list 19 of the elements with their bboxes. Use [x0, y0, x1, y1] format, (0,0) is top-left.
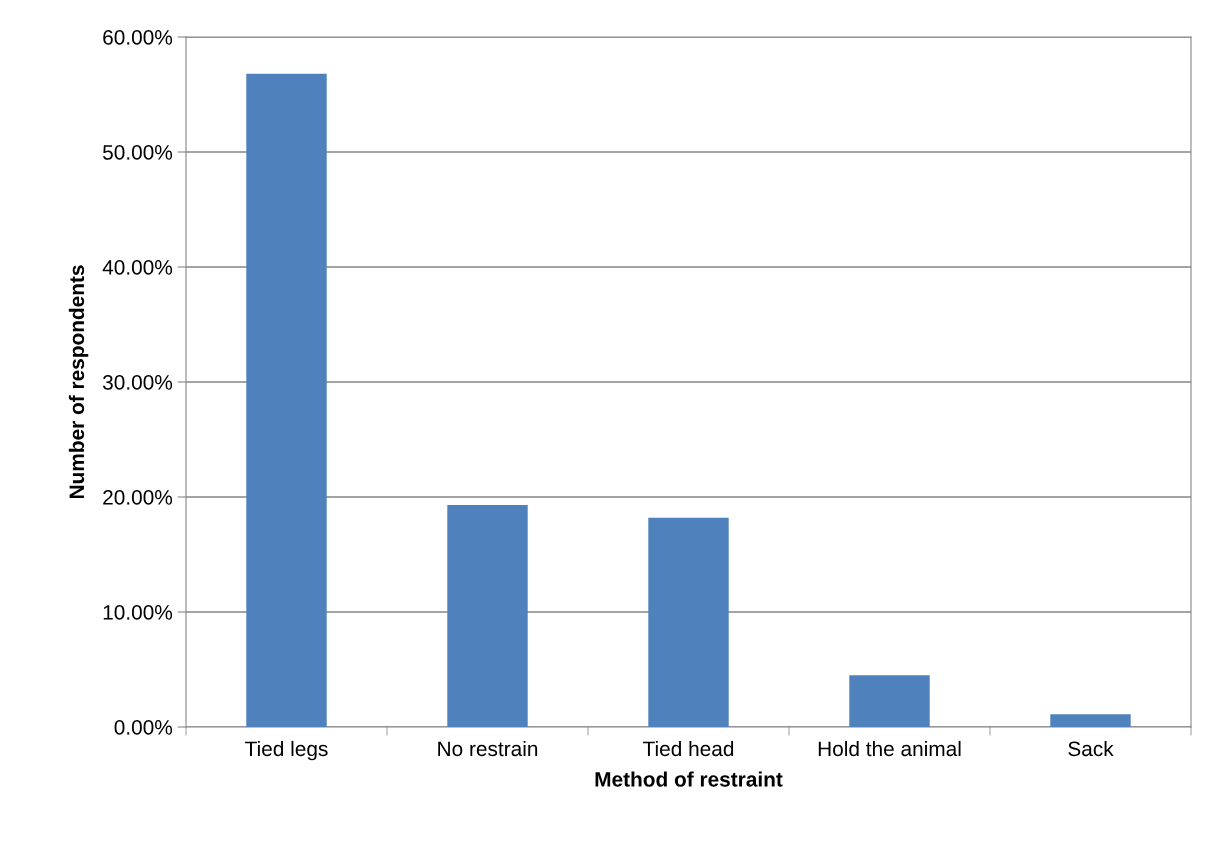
x-tick-label: Tied head [643, 740, 734, 757]
y-tick-label: 30.00% [102, 375, 173, 390]
bar [1050, 714, 1131, 727]
bar [447, 505, 528, 727]
y-tick-label: 20.00% [103, 490, 173, 505]
x-tick-label: Sack [1068, 740, 1114, 757]
y-tick-label: 50.00% [102, 145, 173, 160]
x-tick-label: Hold the animal [818, 740, 961, 757]
x-axis-title: Method of restraint [595, 771, 783, 787]
bar [246, 73, 327, 727]
bar [849, 675, 930, 727]
y-tick-label: 60.00% [103, 30, 173, 45]
y-tick-label: 10.00% [103, 605, 173, 620]
bar [648, 517, 729, 727]
y-axis-title: Number of respondents [68, 265, 89, 499]
x-tick-label: No restrain [438, 740, 538, 757]
y-tick-label: 40.00% [102, 260, 173, 275]
y-tick-label: 0.00% [114, 720, 173, 735]
x-tick-label: Tied legs [245, 740, 328, 761]
